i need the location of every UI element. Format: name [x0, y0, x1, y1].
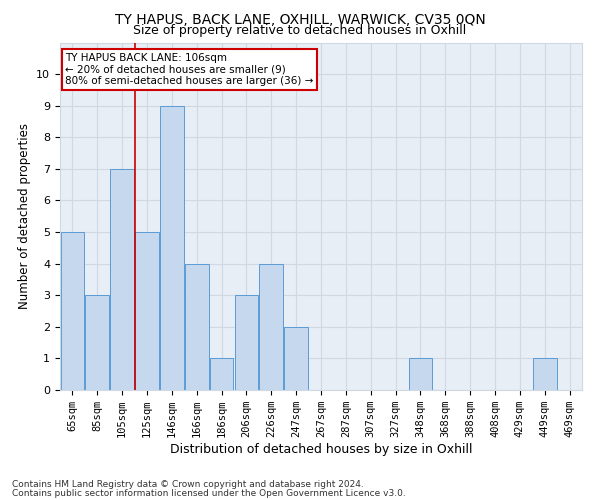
Bar [160, 106, 184, 390]
Bar [235, 295, 258, 390]
Text: TY HAPUS BACK LANE: 106sqm
← 20% of detached houses are smaller (9)
80% of semi-: TY HAPUS BACK LANE: 106sqm ← 20% of deta… [65, 53, 314, 86]
Text: TY HAPUS, BACK LANE, OXHILL, WARWICK, CV35 0QN: TY HAPUS, BACK LANE, OXHILL, WARWICK, CV… [115, 12, 485, 26]
Bar [185, 264, 209, 390]
Text: Size of property relative to detached houses in Oxhill: Size of property relative to detached ho… [133, 24, 467, 37]
Y-axis label: Number of detached properties: Number of detached properties [18, 123, 31, 309]
Bar [284, 327, 308, 390]
Bar [85, 295, 109, 390]
Bar [409, 358, 432, 390]
Bar [259, 264, 283, 390]
Text: Contains HM Land Registry data © Crown copyright and database right 2024.: Contains HM Land Registry data © Crown c… [12, 480, 364, 489]
Bar [135, 232, 159, 390]
Bar [61, 232, 84, 390]
Bar [210, 358, 233, 390]
Text: Contains public sector information licensed under the Open Government Licence v3: Contains public sector information licen… [12, 488, 406, 498]
Bar [110, 169, 134, 390]
Bar [533, 358, 557, 390]
X-axis label: Distribution of detached houses by size in Oxhill: Distribution of detached houses by size … [170, 443, 472, 456]
